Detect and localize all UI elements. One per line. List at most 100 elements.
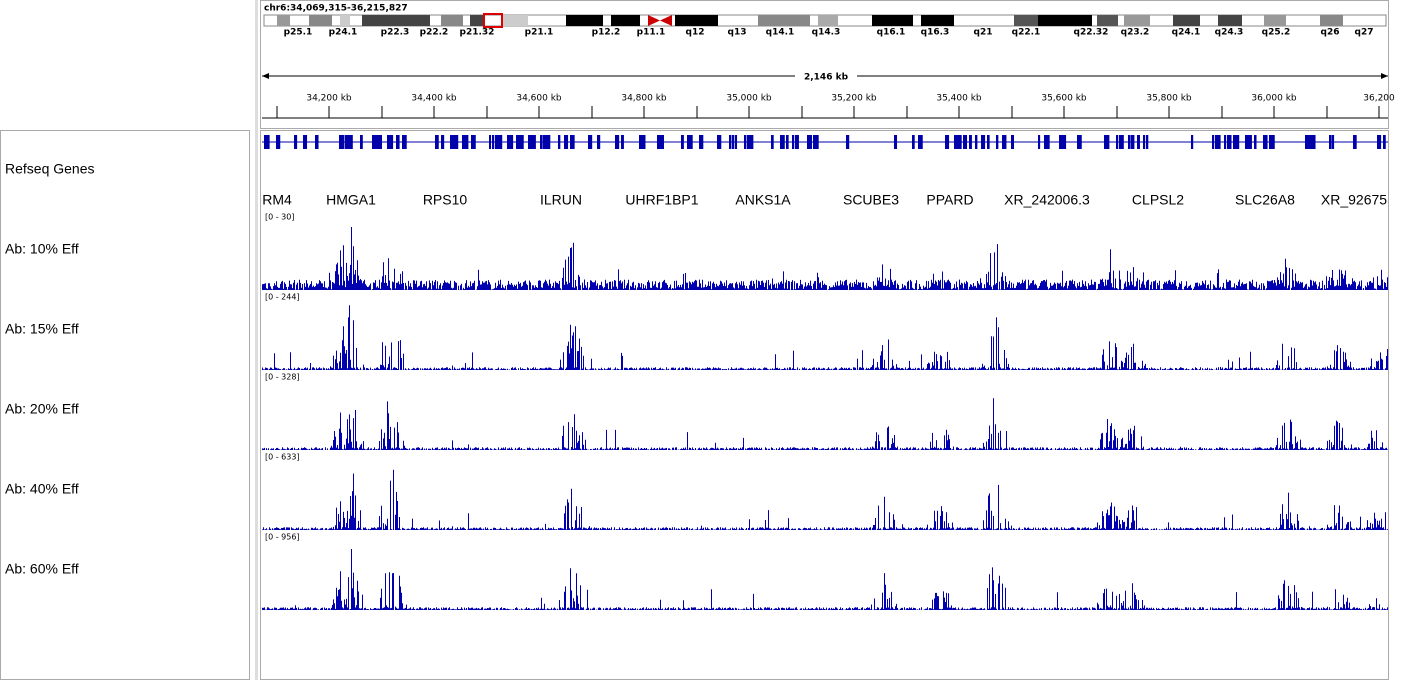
cytoband-label: p25.1	[284, 28, 313, 38]
exon	[276, 135, 281, 149]
exon	[1191, 135, 1194, 149]
gene-name: ILRUN	[540, 192, 582, 208]
track-name: Refseq Genes	[5, 161, 95, 177]
exon	[1245, 135, 1250, 149]
exon	[681, 135, 684, 149]
cytoband-label: p11.1	[637, 28, 666, 38]
exon	[1002, 135, 1007, 149]
cytoband-label: q21	[974, 28, 993, 38]
exon	[1107, 135, 1110, 149]
cytoband-label: p12.2	[592, 28, 621, 38]
exon	[471, 135, 476, 149]
exon	[816, 135, 819, 149]
exon	[507, 135, 512, 149]
exon	[1047, 135, 1050, 149]
cytoband-label: p22.2	[420, 28, 449, 38]
exon	[1308, 135, 1313, 149]
exon	[780, 135, 785, 149]
exon	[747, 135, 752, 149]
gene-name: RM4	[262, 192, 292, 208]
coverage	[262, 469, 1388, 530]
track-name: Ab: 40% Eff	[5, 481, 79, 497]
cytoband-label: q16.1	[877, 28, 906, 38]
exon	[543, 135, 547, 149]
gene-name: HMGA1	[326, 192, 376, 208]
exon	[807, 135, 811, 149]
exon	[558, 135, 561, 149]
exon	[465, 135, 469, 149]
header-panel	[260, 0, 1389, 129]
cytoband-label: p24.1	[329, 28, 358, 38]
track-name: Ab: 60% Eff	[5, 561, 79, 577]
exon	[528, 135, 533, 149]
band	[872, 15, 913, 26]
exon	[1131, 135, 1135, 149]
exon	[1383, 135, 1386, 149]
exon	[975, 135, 978, 149]
cytoband-label: q25.2	[1262, 28, 1291, 38]
exon	[912, 135, 915, 149]
data-panel	[260, 130, 1389, 680]
exon	[531, 135, 536, 149]
exon	[294, 135, 298, 149]
band	[675, 15, 718, 26]
ruler-label: 35,000 kb	[726, 94, 772, 104]
exon	[1062, 135, 1067, 149]
exon	[492, 135, 495, 149]
exon	[954, 135, 958, 149]
data-range: [0 - 244]	[265, 293, 300, 302]
exon	[264, 135, 269, 149]
exon	[1248, 135, 1252, 149]
exon	[435, 135, 439, 149]
data-range: [0 - 328]	[265, 373, 300, 382]
divider[interactable]	[255, 0, 258, 680]
exon	[615, 135, 620, 149]
band	[1097, 15, 1118, 26]
exon	[1233, 135, 1238, 149]
cytoband-label: q14.3	[812, 28, 841, 38]
exon	[1263, 135, 1268, 149]
exon	[1128, 135, 1131, 149]
span-label: 2,146 kb	[804, 73, 849, 83]
gene-name: CLPSL2	[1132, 192, 1184, 208]
exon	[729, 135, 732, 149]
gene-name: ANKS1A	[735, 192, 791, 208]
exon	[345, 135, 349, 149]
exon	[348, 135, 353, 149]
exon	[372, 135, 377, 149]
cytoband-label: q22.32	[1074, 28, 1109, 38]
exon	[690, 135, 693, 149]
exon	[441, 135, 445, 149]
exon	[1269, 135, 1273, 149]
exon	[657, 135, 661, 149]
exon	[510, 135, 514, 149]
exon	[1329, 135, 1332, 149]
exon	[1254, 135, 1257, 149]
exon	[402, 135, 407, 149]
ideogram[interactable]	[263, 14, 1387, 27]
gene-name: RPS10	[423, 192, 468, 208]
exon	[396, 135, 400, 149]
band	[1014, 15, 1038, 26]
coverage	[262, 549, 1388, 610]
exon	[642, 135, 646, 149]
band	[277, 15, 290, 26]
exon	[390, 135, 394, 149]
exon	[378, 135, 382, 149]
exon	[945, 135, 950, 149]
exon	[450, 135, 455, 149]
band	[1264, 15, 1286, 26]
gene-name: SCUBE3	[843, 192, 899, 208]
exon	[1212, 135, 1215, 149]
exon	[1044, 135, 1048, 149]
exon	[957, 135, 962, 149]
data-range: [0 - 633]	[265, 453, 300, 462]
cytoband-label: p21.1	[525, 28, 554, 38]
gene-name: XR_242006.3	[1004, 192, 1090, 208]
exon	[1116, 135, 1119, 149]
exon	[621, 135, 624, 149]
exon	[597, 135, 601, 149]
exon	[792, 135, 795, 149]
cytoband-label: q23.2	[1121, 28, 1150, 38]
